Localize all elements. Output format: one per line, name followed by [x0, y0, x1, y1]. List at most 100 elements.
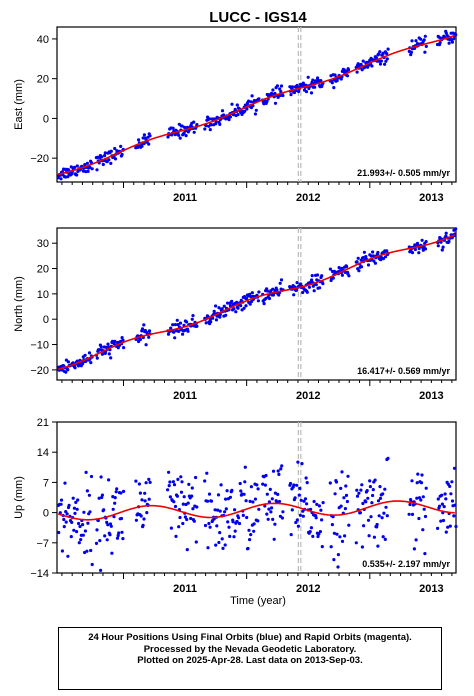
y-tick-label: 10 — [37, 289, 49, 301]
data-point — [242, 492, 246, 496]
data-point — [340, 539, 345, 544]
data-point — [168, 495, 172, 499]
data-point — [330, 81, 334, 85]
data-point — [415, 481, 419, 485]
data-point — [256, 519, 260, 523]
data-point — [232, 307, 236, 311]
model-line — [57, 500, 455, 521]
data-point — [169, 526, 173, 530]
data-point — [247, 528, 251, 532]
data-point — [423, 552, 427, 556]
data-point — [256, 299, 260, 303]
data-point — [295, 483, 299, 487]
data-point — [137, 138, 141, 142]
data-point — [90, 562, 94, 567]
data-point — [177, 133, 181, 137]
data-point — [236, 306, 240, 310]
data-point — [79, 538, 83, 542]
data-point — [421, 528, 425, 532]
panel-north: −20 −10 0 10 20 30 2011 2012 2013 North (mm) 16.41… — [13, 227, 458, 402]
data-point — [195, 324, 199, 328]
data-point — [376, 544, 380, 548]
data-point — [339, 77, 343, 81]
data-point — [248, 538, 252, 542]
data-point — [279, 90, 283, 94]
data-point — [347, 274, 351, 278]
data-point — [436, 497, 440, 501]
data-point — [272, 537, 276, 541]
data-point — [453, 503, 457, 507]
data-point — [423, 34, 427, 38]
data-point — [142, 133, 146, 137]
data-point — [71, 496, 75, 500]
data-point — [241, 513, 245, 518]
data-point — [331, 276, 335, 280]
data-point — [299, 498, 303, 502]
data-point — [81, 523, 85, 527]
data-point — [386, 47, 390, 51]
data-point — [362, 250, 366, 254]
data-point — [176, 477, 180, 481]
data-point — [85, 549, 89, 553]
data-point — [359, 265, 364, 269]
data-point — [290, 85, 294, 89]
data-point — [292, 293, 296, 297]
data-point — [454, 33, 458, 37]
data-point — [419, 498, 423, 502]
x-tick-label: 2011 — [173, 192, 197, 204]
data-point — [99, 475, 103, 479]
data-point — [315, 502, 319, 506]
data-point — [309, 91, 314, 95]
data-point — [223, 543, 227, 547]
data-point — [94, 541, 99, 546]
data-point — [222, 304, 226, 308]
data-point — [450, 480, 454, 484]
data-point — [81, 169, 85, 173]
data-point — [195, 123, 199, 127]
data-point — [115, 536, 120, 540]
data-point — [179, 475, 183, 479]
data-point — [361, 256, 365, 260]
data-point — [412, 547, 416, 551]
data-point — [314, 283, 318, 287]
data-point — [59, 502, 63, 506]
data-point — [377, 52, 381, 56]
data-point — [213, 508, 217, 512]
data-point — [344, 484, 348, 488]
data-point — [75, 507, 79, 511]
data-point — [204, 321, 208, 325]
data-point — [413, 247, 417, 252]
data-point — [298, 513, 302, 517]
data-point — [233, 529, 237, 533]
data-point — [204, 124, 208, 128]
data-point — [121, 338, 125, 342]
caption-line-3: Plotted on 2025-Apr-28. Last data on 201… — [137, 655, 363, 666]
data-point — [122, 346, 126, 350]
data-point — [304, 90, 309, 94]
data-point — [230, 299, 234, 303]
plot-frame — [56, 26, 457, 183]
data-point — [144, 343, 148, 347]
data-point — [69, 535, 73, 539]
data-point — [318, 286, 322, 290]
data-point — [328, 267, 332, 271]
data-point — [167, 484, 171, 488]
data-point — [386, 456, 390, 460]
data-point — [414, 39, 418, 43]
data-point — [360, 545, 364, 549]
data-point — [84, 170, 88, 174]
data-point — [355, 494, 360, 498]
data-point — [317, 532, 321, 536]
data-point — [179, 490, 184, 494]
data-point — [377, 514, 381, 518]
data-point — [66, 175, 70, 179]
data-point — [317, 504, 321, 508]
data-point — [375, 522, 379, 527]
data-point — [419, 481, 424, 485]
data-point — [316, 534, 320, 539]
y-tick-label: −20 — [30, 153, 49, 165]
data-point — [234, 310, 238, 314]
data-point — [65, 512, 69, 516]
data-point — [109, 161, 113, 165]
data-point — [300, 462, 304, 466]
